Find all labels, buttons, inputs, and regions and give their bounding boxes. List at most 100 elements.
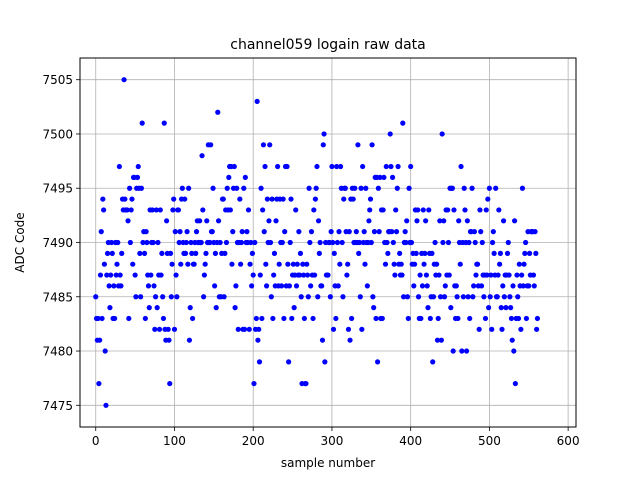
data-point [168, 294, 174, 300]
data-point [149, 207, 156, 213]
y-tick-label: 7500 [42, 127, 73, 141]
data-point [406, 185, 412, 191]
data-point [201, 272, 207, 278]
data-point [247, 261, 253, 267]
data-point [330, 239, 336, 246]
data-point [294, 261, 300, 267]
data-point [435, 315, 441, 322]
data-point [486, 185, 492, 191]
data-point [469, 185, 475, 191]
data-point [98, 229, 104, 235]
data-point [531, 283, 537, 289]
data-point [114, 261, 120, 267]
data-point [307, 239, 313, 246]
data-point [362, 261, 368, 267]
data-point [251, 380, 257, 387]
x-tick-label: 500 [478, 434, 501, 448]
data-point [263, 283, 270, 289]
data-point [152, 326, 158, 332]
data-point [519, 272, 525, 278]
data-point [483, 207, 489, 213]
data-point [268, 294, 274, 300]
data-point [347, 337, 353, 343]
data-point [296, 229, 302, 235]
data-point [252, 239, 258, 246]
data-point [471, 283, 477, 289]
data-point [530, 272, 537, 278]
data-point [352, 185, 358, 191]
data-point [375, 185, 381, 191]
data-point [415, 207, 421, 213]
data-point [314, 163, 320, 170]
data-point [340, 294, 346, 300]
data-point [193, 250, 199, 256]
data-point [526, 250, 533, 256]
data-point [448, 305, 454, 311]
data-point [414, 218, 420, 224]
data-point [521, 261, 527, 267]
data-point [215, 109, 221, 115]
data-point [437, 294, 444, 300]
data-point [139, 120, 145, 126]
data-point [300, 272, 307, 278]
data-point [182, 196, 188, 202]
data-point [164, 218, 170, 224]
data-point [434, 337, 441, 343]
data-point [494, 294, 500, 300]
data-point [415, 294, 422, 300]
data-point [359, 326, 365, 332]
data-point [207, 239, 213, 246]
data-point [262, 163, 268, 170]
data-point [411, 283, 417, 289]
data-point [398, 261, 404, 267]
data-point [293, 283, 300, 289]
data-point [344, 272, 350, 278]
data-point [199, 153, 205, 159]
data-point [436, 272, 442, 278]
data-point [145, 283, 152, 289]
data-point [514, 272, 520, 278]
data-point [221, 294, 227, 300]
data-point [160, 294, 166, 300]
data-point [232, 305, 238, 311]
data-point [485, 196, 491, 202]
data-point [395, 163, 401, 170]
data-point [121, 77, 127, 83]
data-point [422, 250, 428, 256]
data-point [242, 174, 248, 180]
data-point [459, 348, 465, 354]
data-point [204, 218, 210, 224]
data-point [498, 305, 504, 311]
data-point [260, 142, 267, 148]
data-point [104, 250, 111, 256]
data-point [487, 294, 493, 300]
data-point [223, 239, 230, 246]
data-point [417, 272, 423, 278]
data-point [488, 272, 494, 278]
data-point [249, 250, 256, 256]
data-point [489, 326, 495, 332]
data-point [477, 207, 483, 213]
data-point [124, 207, 130, 213]
data-point [322, 359, 328, 365]
data-point [429, 250, 435, 256]
data-point [328, 229, 334, 235]
data-point [284, 163, 290, 170]
data-point [95, 315, 101, 322]
data-point [287, 239, 293, 246]
data-point [522, 250, 528, 256]
data-point [137, 250, 143, 256]
data-point [235, 326, 241, 332]
data-point [188, 239, 194, 246]
data-point [303, 380, 309, 387]
data-point [423, 218, 429, 224]
data-point [200, 207, 206, 213]
data-point [143, 229, 149, 235]
y-tick-label: 7485 [42, 290, 73, 304]
data-point [288, 196, 294, 202]
data-point [161, 120, 167, 126]
data-point [315, 218, 322, 224]
data-point [104, 272, 110, 278]
data-point [423, 272, 430, 278]
